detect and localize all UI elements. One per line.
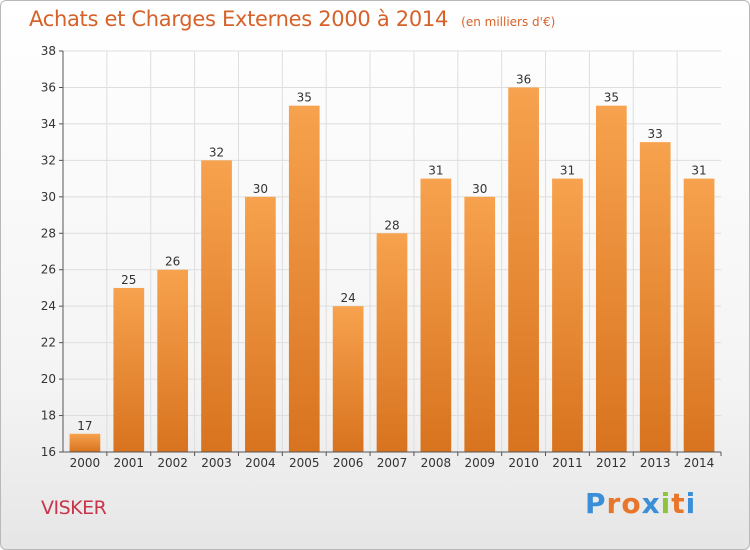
- x-tick-label: 2013: [640, 456, 671, 470]
- bar-2001[interactable]: [113, 287, 145, 452]
- data-label: 36: [516, 72, 531, 86]
- labels: 16 18 20 22 24 26 28 30 32 34 36 38 17 2000 25 2001 26 20…: [41, 44, 715, 470]
- x-tick-label: 2004: [245, 456, 276, 470]
- axes: [59, 50, 722, 456]
- bar-2011[interactable]: [552, 178, 583, 452]
- x-tick-label: 2000: [70, 456, 101, 470]
- title-row: Achats et Charges Externes 2000 à 2014 (…: [29, 7, 555, 31]
- bar-2009[interactable]: [464, 196, 496, 452]
- data-label: 25: [121, 273, 136, 287]
- data-label: 30: [253, 182, 268, 196]
- x-tick-label: 2010: [508, 456, 539, 470]
- y-tick-label: 20: [41, 372, 56, 386]
- data-label: 31: [560, 164, 575, 178]
- data-label: 24: [340, 291, 355, 305]
- y-tick-label: 16: [41, 445, 56, 459]
- x-tick-label: 2011: [552, 456, 583, 470]
- chart-title: Achats et Charges Externes 2000 à 2014: [29, 7, 449, 31]
- proxiti-logo[interactable]: Proxiti: [585, 487, 696, 520]
- data-label: 31: [691, 164, 706, 178]
- x-tick-label: 2009: [464, 456, 495, 470]
- data-label: 17: [77, 419, 92, 433]
- bars: [69, 87, 715, 453]
- y-tick-label: 18: [41, 409, 56, 423]
- y-tick-label: 36: [41, 80, 56, 94]
- y-tick-label: 28: [41, 226, 56, 240]
- data-label: 31: [428, 164, 443, 178]
- x-tick-label: 2014: [684, 456, 715, 470]
- logo-letter: r: [606, 487, 622, 520]
- bar-2013[interactable]: [639, 142, 671, 453]
- x-tick-label: 2012: [596, 456, 627, 470]
- bar-2010[interactable]: [508, 87, 539, 453]
- y-tick-label: 24: [41, 299, 56, 313]
- bar-2006[interactable]: [332, 306, 364, 452]
- data-label: 28: [384, 218, 399, 232]
- x-tick-label: 2003: [201, 456, 232, 470]
- data-label: 30: [472, 182, 487, 196]
- y-tick-label: 34: [41, 117, 56, 131]
- bar-2003[interactable]: [201, 160, 232, 452]
- y-tick-label: 38: [41, 44, 56, 58]
- bar-2007[interactable]: [376, 233, 408, 452]
- y-tick-label: 32: [41, 153, 56, 167]
- bar-2000[interactable]: [69, 433, 101, 452]
- data-label: 35: [604, 91, 619, 105]
- chart-subtitle: (en milliers d'€): [461, 15, 556, 29]
- bar-2002[interactable]: [157, 269, 189, 452]
- x-tick-label: 2005: [289, 456, 320, 470]
- commune-name: VISKER: [41, 497, 107, 519]
- bar-2012[interactable]: [595, 105, 627, 452]
- y-tick-label: 22: [41, 336, 56, 350]
- data-label: 32: [209, 145, 224, 159]
- data-label: 35: [297, 91, 312, 105]
- data-label: 26: [165, 255, 180, 269]
- x-tick-label: 2001: [114, 456, 145, 470]
- logo-letter: t: [671, 487, 686, 520]
- bar-2008[interactable]: [420, 178, 452, 452]
- y-tick-label: 30: [41, 190, 56, 204]
- logo-letter: o: [621, 487, 642, 520]
- x-tick-label: 2006: [333, 456, 364, 470]
- logo-letter: P: [585, 487, 607, 520]
- bar-2014[interactable]: [683, 178, 715, 452]
- y-tick-label: 26: [41, 263, 56, 277]
- logo-letter: i: [685, 487, 697, 520]
- bar-2005[interactable]: [288, 105, 320, 452]
- x-tick-label: 2008: [421, 456, 452, 470]
- logo-letter: i: [660, 487, 672, 520]
- x-tick-label: 2002: [157, 456, 188, 470]
- data-label: 33: [648, 127, 663, 141]
- logo-letter: x: [641, 487, 661, 520]
- x-tick-label: 2007: [377, 456, 408, 470]
- bar-2004[interactable]: [245, 196, 276, 452]
